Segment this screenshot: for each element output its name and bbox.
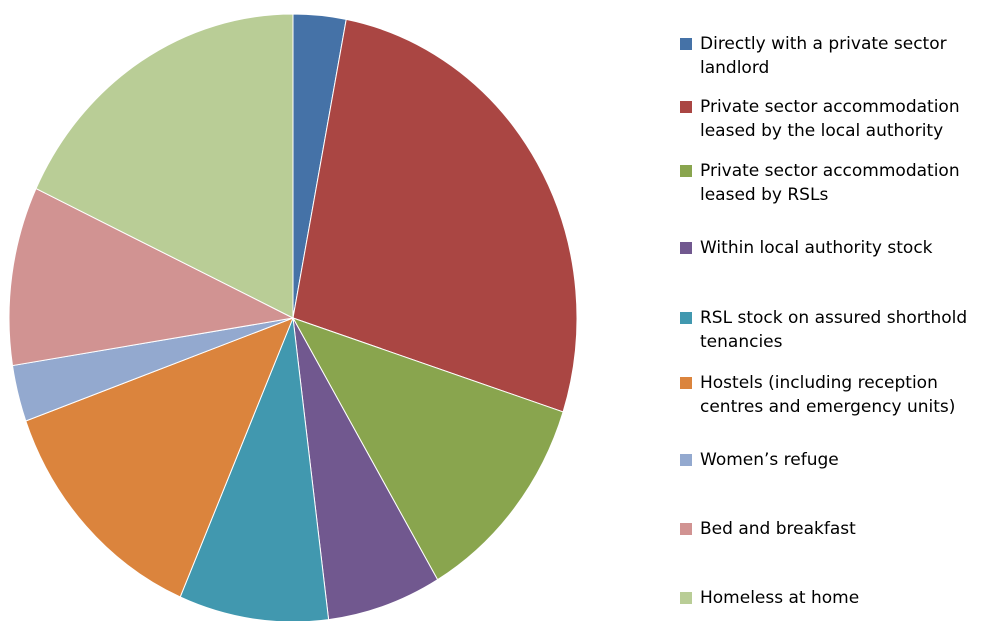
pie-slice [291, 317, 564, 581]
pie-slice [292, 317, 439, 621]
legend-swatch [680, 592, 692, 604]
legend-swatch [680, 523, 692, 535]
legend-swatch [680, 312, 692, 324]
legend-label: RSL stock on assured shorthold tenancies [700, 308, 968, 352]
legend-label: Directly with a private sector landlord [700, 34, 947, 78]
legend-swatch [680, 101, 692, 113]
legend-swatch [680, 165, 692, 177]
pie-slice [35, 13, 294, 319]
legend-label: Hostels (including reception centres and… [700, 373, 956, 417]
legend-swatch [680, 242, 692, 254]
pie-slice [292, 18, 578, 413]
legend-label: Bed and breakfast [700, 519, 856, 539]
pie-slice [8, 187, 295, 367]
legend-swatch [680, 377, 692, 389]
legend-label: Private sector accommodation leased by R… [700, 161, 960, 205]
legend-label: Homeless at home [700, 588, 860, 608]
legend-label: Women’s refuge [700, 450, 839, 470]
legend-swatch [680, 454, 692, 466]
legend-swatch [680, 38, 692, 50]
legend-label: Private sector accommodation leased by t… [700, 97, 960, 141]
pie-slice [25, 317, 294, 598]
legend-label: Within local authority stock [700, 238, 933, 258]
